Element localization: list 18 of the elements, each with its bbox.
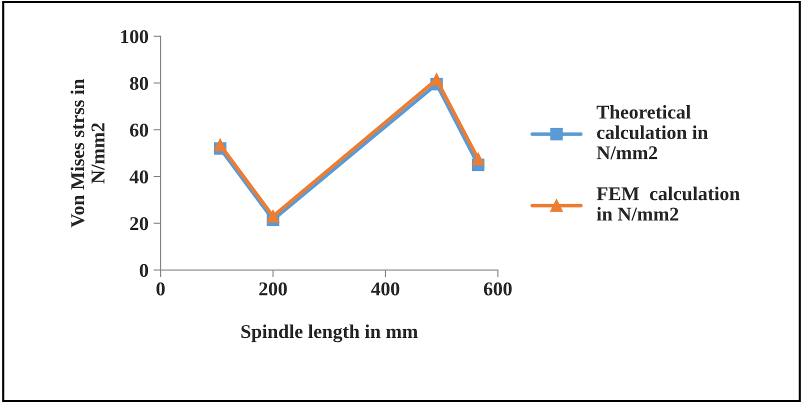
point bbox=[430, 73, 443, 86]
legend-label: Theoretical calculation in N/mm2 bbox=[596, 105, 708, 160]
x-tick-label: 400 bbox=[371, 282, 400, 296]
y-tick-label: 80 bbox=[130, 76, 148, 90]
point bbox=[472, 152, 484, 166]
y-tick-label: 20 bbox=[130, 217, 148, 230]
x-tick-label: 0 bbox=[156, 282, 165, 296]
y-tick-label: 60 bbox=[130, 124, 148, 137]
y-axis-title: Von Mises strss in N/mm2 bbox=[70, 78, 105, 228]
x-tick-label: 200 bbox=[259, 282, 287, 296]
y-tick-label: 40 bbox=[130, 170, 148, 184]
point bbox=[266, 210, 280, 222]
legend-label: FEM calculation in N/mm2 bbox=[596, 186, 740, 221]
x-tick-label: 600 bbox=[484, 282, 512, 296]
y-tick-label: 0 bbox=[140, 264, 148, 277]
y-tick-label: 100 bbox=[121, 30, 148, 44]
x-axis-title: Spindle length in mm bbox=[241, 324, 418, 342]
point bbox=[214, 138, 226, 152]
